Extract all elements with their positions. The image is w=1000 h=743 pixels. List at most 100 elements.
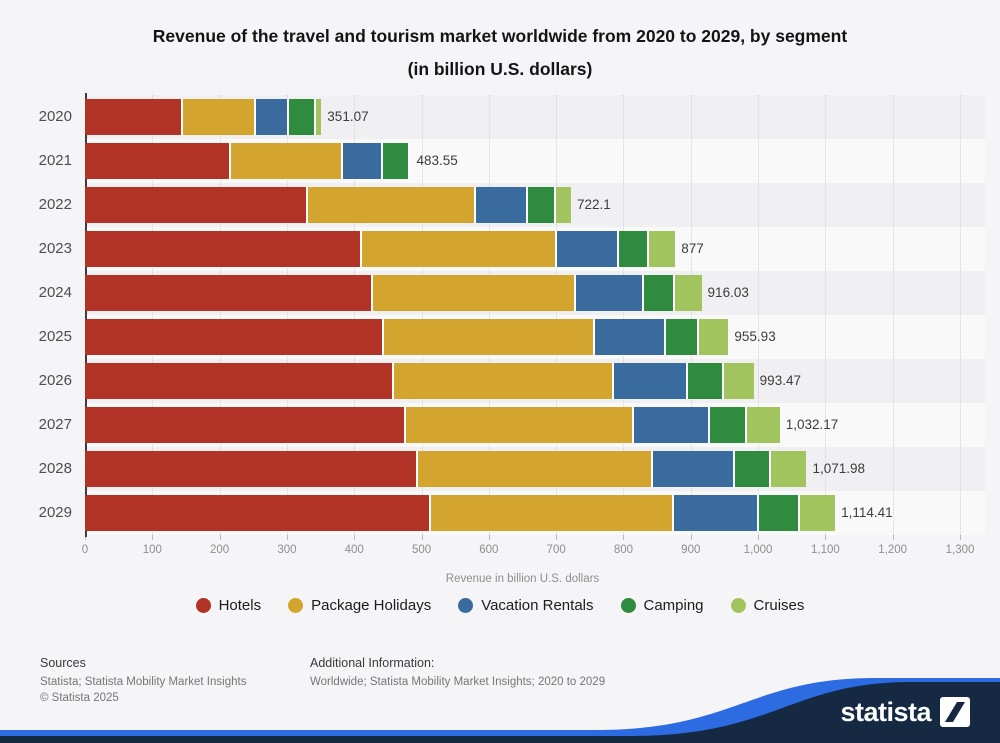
y-axis-label-2023: 2023 — [38, 240, 72, 257]
bar-row-2020: 2020 351.07 — [0, 95, 1000, 139]
legend-label: Hotels — [218, 597, 262, 614]
y-axis-label-2029: 2029 — [38, 504, 72, 521]
additional-info-block: Additional Information: Worldwide; Stati… — [310, 655, 605, 690]
total-value-label-2027: 1,032.17 — [785, 417, 839, 432]
segment-hotels-2027 — [85, 407, 404, 443]
segment-cruises-2024 — [672, 275, 702, 311]
segment-vacation-rentals-2025 — [593, 319, 665, 355]
y-axis-label-2022: 2022 — [38, 196, 72, 213]
tick-mark-1,000 — [758, 535, 760, 540]
sources-block: Sources Statista; Statista Mobility Mark… — [40, 655, 246, 706]
total-value-label-2026: 993.47 — [759, 373, 801, 388]
sources-line: Statista; Statista Mobility Market Insig… — [40, 676, 247, 688]
stacked-bar-2023 — [85, 231, 676, 267]
tick-mark-800 — [623, 535, 625, 540]
segment-cruises-2023 — [646, 231, 676, 267]
segment-cruises-2022 — [553, 187, 571, 223]
additional-heading: Additional Information: — [310, 656, 435, 670]
segment-vacation-rentals-2022 — [473, 187, 527, 223]
additional-line: Worldwide; Statista Mobility Market Insi… — [310, 676, 606, 688]
y-axis-label-2026: 2026 — [38, 372, 72, 389]
legend-label: Cruises — [753, 597, 805, 614]
segment-hotels-2022 — [85, 187, 307, 223]
row-band-2021: 483.55 — [85, 139, 985, 183]
bar-row-2026: 2026 993.47 — [0, 359, 1000, 403]
legend-label: Camping — [643, 597, 704, 614]
legend-label: Vacation Rentals — [481, 597, 594, 614]
bar-row-2029: 2029 1,114.41 — [0, 491, 1000, 535]
segment-cruises-2026 — [721, 363, 754, 399]
row-band-2022: 722.1 — [85, 183, 985, 227]
tick-mark-1,100 — [825, 535, 827, 540]
tick-label-500: 500 — [411, 544, 432, 556]
segment-hotels-2028 — [85, 451, 416, 487]
stacked-bar-2028 — [85, 451, 807, 487]
legend-item-vacation-rentals: Vacation Rentals — [458, 597, 594, 614]
total-value-label-2028: 1,071.98 — [812, 461, 866, 476]
y-axis-label-2028: 2028 — [38, 460, 72, 477]
row-band-2024: 916.03 — [85, 271, 985, 315]
tick-mark-100 — [152, 535, 154, 540]
segment-cruises-2029 — [798, 495, 836, 531]
legend-dot-cruises — [730, 598, 746, 613]
segment-camping-2022 — [526, 187, 554, 223]
total-value-label-2023: 877 — [681, 241, 704, 256]
legend-dot-package-holidays — [288, 598, 304, 613]
wave-graphic — [0, 678, 1000, 743]
segment-cruises-2021 — [407, 143, 411, 179]
row-band-2029: 1,114.41 — [85, 491, 985, 535]
row-band-2028: 1,071.98 — [85, 447, 985, 491]
segment-hotels-2025 — [85, 319, 383, 355]
stacked-bar-2024 — [85, 275, 702, 311]
tick-label-200: 200 — [210, 544, 230, 556]
tick-label-1,100: 1,100 — [810, 544, 840, 556]
statista-wordmark: statista — [840, 697, 931, 727]
legend-dot-hotels — [195, 598, 211, 613]
stacked-bar-2022 — [85, 187, 571, 223]
stacked-bar-2027 — [85, 407, 780, 443]
tick-label-0: 0 — [81, 544, 89, 556]
segment-package-holidays-2021 — [229, 143, 341, 179]
chart-title-line1: Revenue of the travel and tourism market… — [152, 26, 848, 46]
segment-cruises-2028 — [769, 451, 807, 487]
segment-camping-2026 — [686, 363, 722, 399]
segment-vacation-rentals-2026 — [611, 363, 687, 399]
tick-label-1,300: 1,300 — [945, 544, 975, 556]
total-value-label-2025: 955.93 — [734, 329, 776, 344]
segment-vacation-rentals-2020 — [254, 99, 288, 135]
row-band-2023: 877 — [85, 227, 985, 271]
tick-mark-900 — [690, 535, 692, 540]
statista-logo-mark — [940, 697, 970, 727]
tick-label-1,000: 1,000 — [743, 544, 773, 556]
segment-vacation-rentals-2024 — [573, 275, 642, 311]
tick-mark-500 — [421, 535, 423, 540]
segment-cruises-2020 — [314, 99, 322, 135]
segment-vacation-rentals-2028 — [651, 451, 733, 487]
stacked-bar-2025 — [85, 319, 729, 355]
segment-package-holidays-2024 — [371, 275, 574, 311]
segment-vacation-rentals-2029 — [671, 495, 758, 531]
segment-package-holidays-2023 — [359, 231, 556, 267]
stacked-bar-chart: 2020 351.07 2021 483.55 2022 722.1 2023 877 2024… — [0, 93, 1000, 585]
segment-cruises-2025 — [696, 319, 729, 355]
bar-row-2027: 2027 1,032.17 — [0, 403, 1000, 447]
bar-rows: 2020 351.07 2021 483.55 2022 722.1 2023 877 2024… — [0, 95, 1000, 535]
bar-row-2022: 2022 722.1 — [0, 183, 1000, 227]
tick-mark-1,200 — [892, 535, 894, 540]
tick-mark-600 — [488, 535, 490, 540]
segment-package-holidays-2028 — [415, 451, 652, 487]
segment-camping-2029 — [757, 495, 799, 531]
total-value-label-2020: 351.07 — [327, 109, 369, 124]
segment-camping-2025 — [664, 319, 697, 355]
y-axis-label-2021: 2021 — [38, 152, 72, 169]
chart-title-line2: (in billion U.S. dollars) — [407, 59, 593, 79]
chart-title: Revenue of the travel and tourism market… — [0, 0, 1000, 86]
tick-label-600: 600 — [479, 544, 499, 556]
y-axis-label-2025: 2025 — [38, 328, 72, 345]
segment-camping-2023 — [617, 231, 647, 267]
segment-camping-2027 — [707, 407, 746, 443]
tick-mark-700 — [556, 535, 558, 540]
segment-hotels-2020 — [85, 99, 182, 135]
tick-mark-0 — [85, 535, 86, 540]
